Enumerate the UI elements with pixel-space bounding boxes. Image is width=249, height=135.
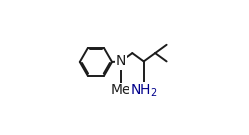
Text: Me: Me bbox=[111, 83, 131, 97]
Text: NH$_2$: NH$_2$ bbox=[130, 83, 158, 99]
Text: N: N bbox=[116, 54, 126, 68]
